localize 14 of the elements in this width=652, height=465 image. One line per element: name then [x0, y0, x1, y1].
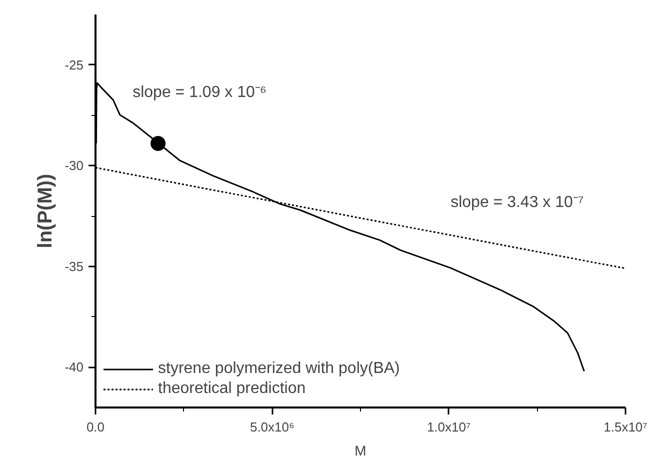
- y-axis-title: ln(P(M)): [34, 174, 57, 248]
- y-tick-label: -35: [64, 258, 84, 274]
- y-tick-label: -40: [64, 360, 84, 375]
- annotation: slope = 1.09 x 10⁻⁶: [132, 84, 267, 101]
- x-tick-label: 5.0x10⁶: [250, 420, 294, 434]
- legend-label: styrene polymerized with poly(BA): [158, 360, 400, 378]
- x-tick-label: 1.5x10⁷: [604, 420, 648, 434]
- legend-label: theoretical prediction: [158, 380, 306, 398]
- y-tick-label: -30: [64, 158, 84, 174]
- y-tick-label: -25: [64, 57, 84, 72]
- annotation: slope = 3.43 x 10⁻⁷: [450, 194, 584, 211]
- x-axis-title: M: [354, 442, 366, 458]
- x-tick-label: 1.0x10⁷: [426, 420, 471, 434]
- x-tick-label: 0.0: [86, 420, 105, 434]
